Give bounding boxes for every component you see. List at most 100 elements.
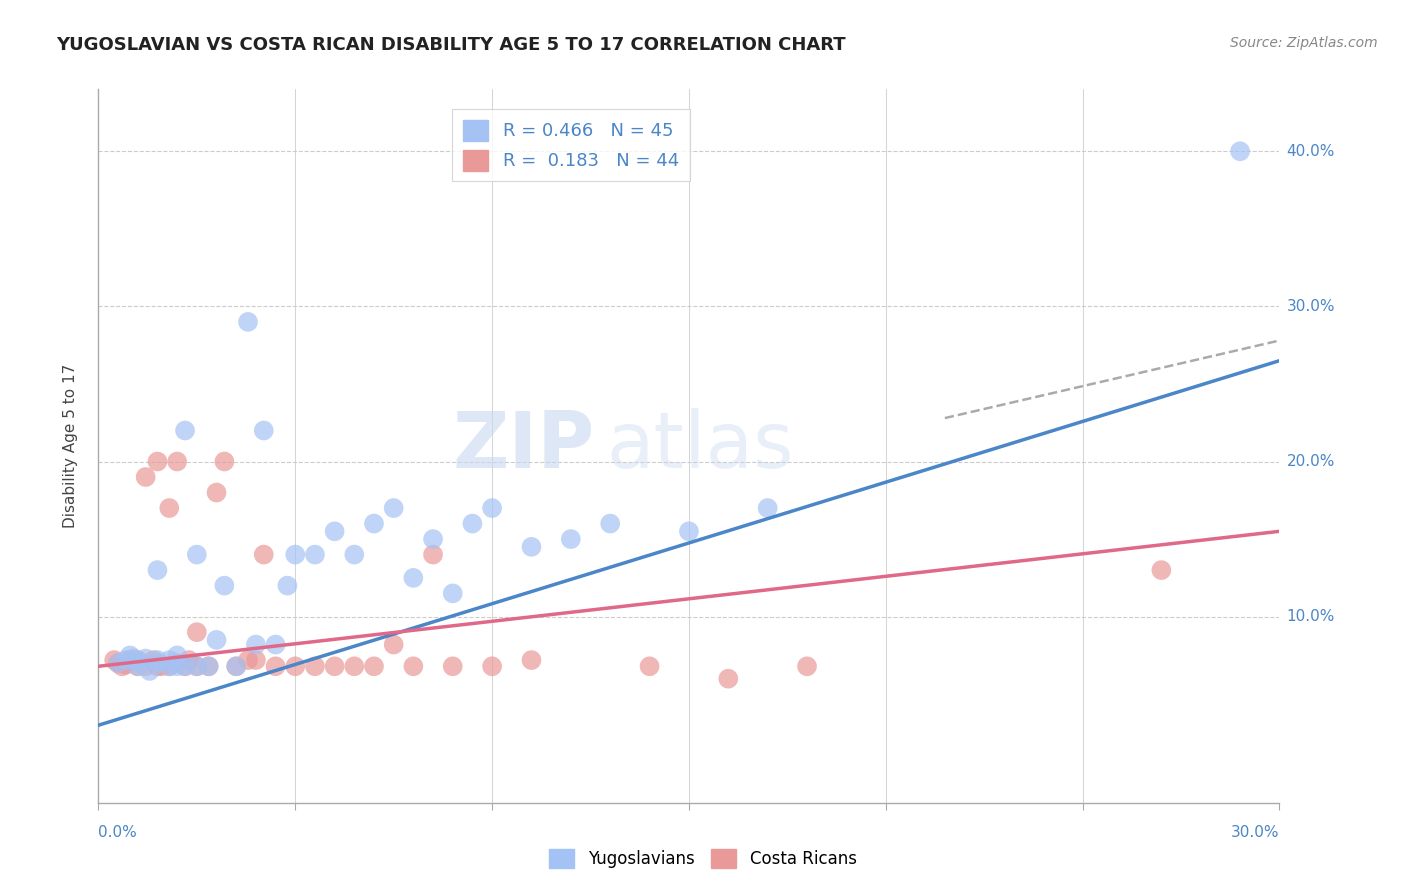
- Point: [717, 672, 740, 686]
- Point: [422, 532, 444, 546]
- Point: [276, 579, 298, 593]
- Point: [520, 653, 543, 667]
- Point: [174, 659, 197, 673]
- Point: [1150, 563, 1173, 577]
- Point: [304, 548, 326, 562]
- Point: [599, 516, 621, 531]
- Point: [205, 485, 228, 500]
- Point: [111, 659, 134, 673]
- Point: [157, 659, 180, 673]
- Point: [481, 659, 503, 673]
- Point: [363, 516, 385, 531]
- Text: 30.0%: 30.0%: [1232, 825, 1279, 840]
- Point: [304, 659, 326, 673]
- Point: [135, 659, 157, 673]
- Point: [146, 656, 169, 670]
- Point: [135, 651, 157, 665]
- Point: [205, 632, 228, 647]
- Point: [402, 659, 425, 673]
- Point: [461, 516, 484, 531]
- Point: [146, 454, 169, 468]
- Point: [146, 563, 169, 577]
- Point: [225, 659, 247, 673]
- Text: 0.0%: 0.0%: [98, 825, 138, 840]
- Point: [174, 659, 197, 673]
- Point: [756, 501, 779, 516]
- Point: [166, 656, 188, 670]
- Point: [520, 540, 543, 554]
- Point: [422, 548, 444, 562]
- Point: [115, 653, 138, 667]
- Point: [157, 659, 180, 673]
- Point: [197, 659, 219, 673]
- Point: [186, 625, 208, 640]
- Text: YUGOSLAVIAN VS COSTA RICAN DISABILITY AGE 5 TO 17 CORRELATION CHART: YUGOSLAVIAN VS COSTA RICAN DISABILITY AG…: [56, 36, 846, 54]
- Point: [186, 659, 208, 673]
- Text: 40.0%: 40.0%: [1286, 144, 1334, 159]
- Point: [103, 653, 125, 667]
- Point: [236, 653, 259, 667]
- Point: [560, 532, 582, 546]
- Point: [186, 659, 208, 673]
- Point: [157, 501, 180, 516]
- Point: [264, 638, 287, 652]
- Point: [146, 659, 169, 673]
- Legend: Yugoslavians, Costa Ricans: Yugoslavians, Costa Ricans: [543, 843, 863, 875]
- Point: [481, 501, 503, 516]
- Point: [127, 655, 149, 669]
- Point: [197, 659, 219, 673]
- Point: [127, 659, 149, 673]
- Point: [166, 648, 188, 663]
- Text: Source: ZipAtlas.com: Source: ZipAtlas.com: [1230, 36, 1378, 50]
- Point: [284, 659, 307, 673]
- Point: [135, 470, 157, 484]
- Point: [127, 653, 149, 667]
- Point: [245, 638, 267, 652]
- Point: [142, 653, 165, 667]
- Y-axis label: Disability Age 5 to 17: Disability Age 5 to 17: [63, 364, 77, 528]
- Point: [107, 656, 129, 670]
- Point: [107, 656, 129, 670]
- Point: [146, 653, 169, 667]
- Point: [214, 454, 236, 468]
- Point: [245, 653, 267, 667]
- Point: [1229, 145, 1251, 159]
- Text: atlas: atlas: [606, 408, 794, 484]
- Text: 20.0%: 20.0%: [1286, 454, 1334, 469]
- Point: [166, 454, 188, 468]
- Point: [402, 571, 425, 585]
- Point: [382, 501, 405, 516]
- Point: [186, 548, 208, 562]
- Point: [236, 315, 259, 329]
- Point: [166, 659, 188, 673]
- Point: [127, 659, 149, 673]
- Point: [441, 659, 464, 673]
- Point: [115, 657, 138, 672]
- Point: [177, 653, 200, 667]
- Point: [122, 651, 145, 665]
- Point: [363, 659, 385, 673]
- Point: [253, 424, 276, 438]
- Point: [382, 638, 405, 652]
- Point: [174, 424, 197, 438]
- Point: [343, 548, 366, 562]
- Text: 30.0%: 30.0%: [1286, 299, 1334, 314]
- Point: [157, 653, 180, 667]
- Point: [118, 653, 141, 667]
- Point: [678, 524, 700, 539]
- Point: [441, 586, 464, 600]
- Text: ZIP: ZIP: [453, 408, 595, 484]
- Text: 10.0%: 10.0%: [1286, 609, 1334, 624]
- Point: [225, 659, 247, 673]
- Point: [118, 648, 141, 663]
- Point: [284, 548, 307, 562]
- Legend: R = 0.466   N = 45, R =  0.183   N = 44: R = 0.466 N = 45, R = 0.183 N = 44: [451, 109, 690, 181]
- Point: [343, 659, 366, 673]
- Point: [323, 524, 346, 539]
- Point: [253, 548, 276, 562]
- Point: [214, 579, 236, 593]
- Point: [796, 659, 818, 673]
- Point: [638, 659, 661, 673]
- Point: [150, 659, 173, 673]
- Point: [323, 659, 346, 673]
